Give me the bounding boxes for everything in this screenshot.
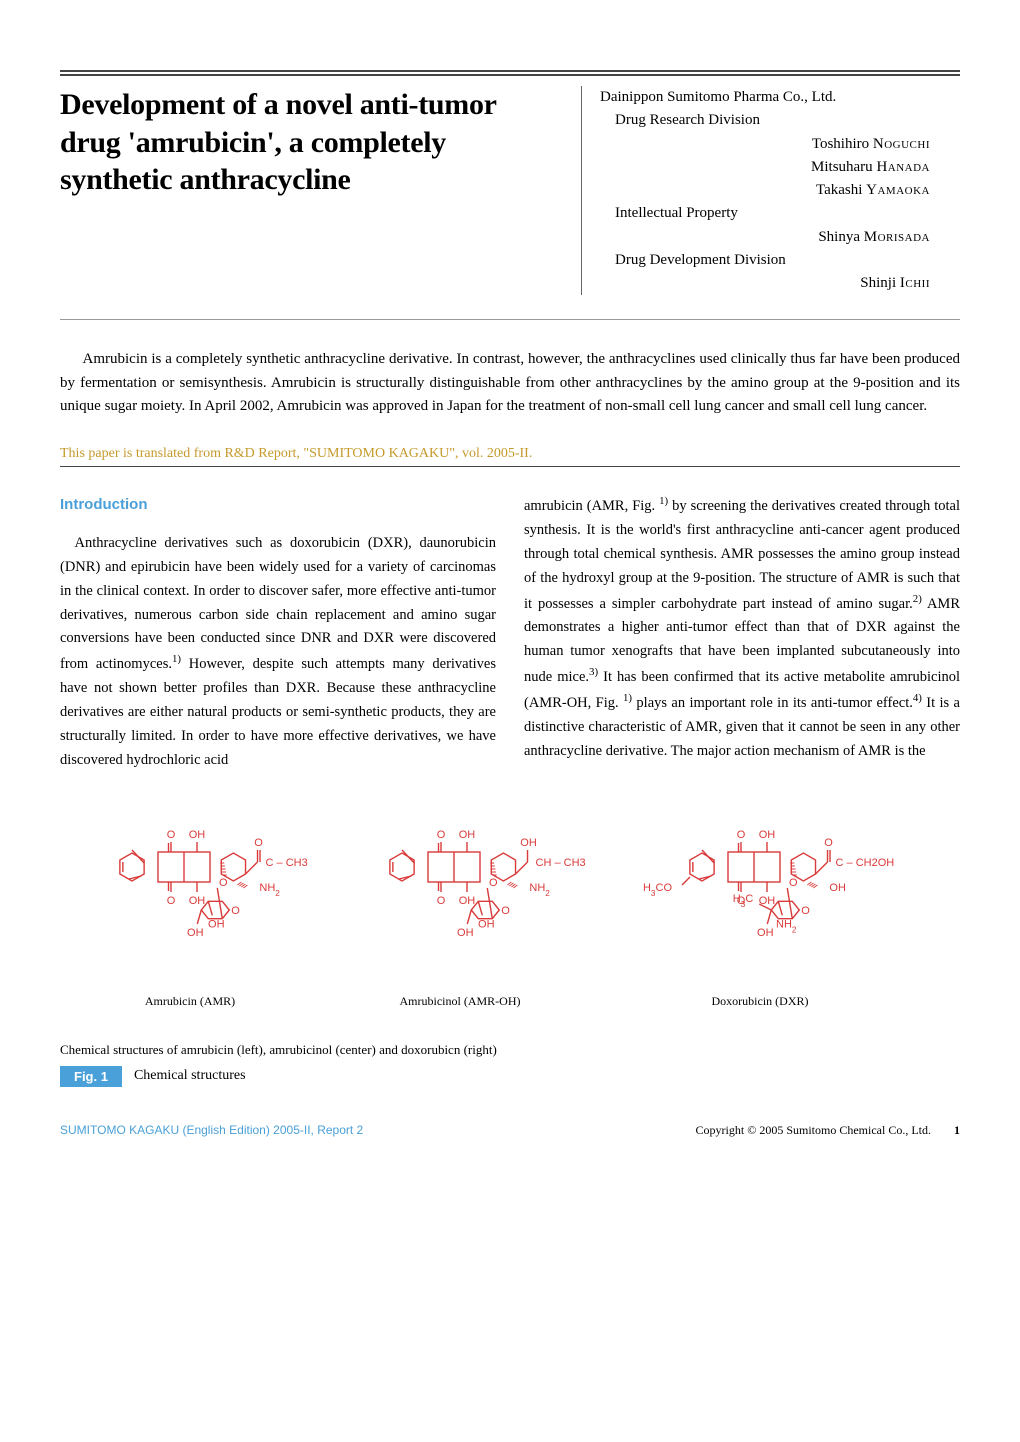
svg-text:OH: OH — [208, 918, 225, 930]
figure-1-caption: Chemical structures — [134, 1068, 246, 1084]
svg-text:OH: OH — [759, 829, 776, 841]
author-given: Shinya — [818, 229, 860, 245]
svg-text:O: O — [501, 905, 510, 917]
svg-text:Amrubicin (AMR): Amrubicin (AMR) — [145, 994, 235, 1008]
svg-text:O: O — [824, 837, 833, 849]
author-given: Shinji — [860, 275, 896, 291]
svg-text:CH – CH3: CH – CH3 — [536, 857, 586, 869]
body-columns: Introduction Anthracycline derivatives s… — [60, 493, 960, 773]
author-surname: Yamaoka — [866, 182, 930, 198]
author-surname: Noguchi — [873, 136, 930, 152]
footer-left: SUMITOMO KAGAKU (English Edition) 2005-I… — [60, 1123, 363, 1138]
author-given: Takashi — [816, 182, 862, 198]
abstract-text: Amrubicin is a completely synthetic anth… — [60, 348, 960, 418]
author-2-0: Shinji Ichii — [600, 272, 960, 295]
column-right: amrubicin (AMR, Fig. 1) by screening the… — [524, 493, 960, 773]
svg-text:O: O — [219, 877, 228, 889]
svg-text:OH: OH — [189, 895, 206, 907]
svg-text:OH: OH — [757, 927, 774, 939]
author-surname: Hanada — [876, 159, 930, 175]
footer-copyright: Copyright © 2005 Sumitomo Chemical Co., … — [696, 1123, 931, 1137]
svg-text:C – CH2OH: C – CH2OH — [836, 857, 895, 869]
figure-1-svg: OOOHOHOC – CH3NH2OOOHOHAmrubicin (AMR)OO… — [60, 797, 960, 1027]
svg-text:O: O — [167, 829, 176, 841]
svg-text:OH: OH — [459, 895, 476, 907]
note-rule — [60, 466, 960, 467]
svg-text:C – CH3: C – CH3 — [266, 857, 308, 869]
author-given: Toshihiro — [812, 136, 869, 152]
dept-1: Intellectual Property — [600, 202, 960, 225]
svg-text:OH: OH — [459, 829, 476, 841]
organization: Dainippon Sumitomo Pharma Co., Ltd. — [600, 86, 960, 109]
header-block: Development of a novel anti-tumor drug '… — [60, 86, 960, 320]
author-surname: Morisada — [864, 229, 930, 245]
svg-text:NH2: NH2 — [259, 882, 280, 898]
page-footer: SUMITOMO KAGAKU (English Edition) 2005-I… — [60, 1123, 960, 1138]
svg-text:O: O — [789, 877, 798, 889]
dept-2: Drug Development Division — [600, 249, 960, 272]
section-heading-introduction: Introduction — [60, 493, 496, 518]
article-title: Development of a novel anti-tumor drug '… — [60, 86, 563, 199]
title-column: Development of a novel anti-tumor drug '… — [60, 86, 582, 295]
author-0-1: Mitsuharu Hanada — [600, 156, 960, 179]
svg-text:NH2: NH2 — [776, 918, 797, 934]
col1-paragraph: Anthracycline derivatives such as doxoru… — [60, 532, 496, 773]
figure-1-subcaption: Chemical structures of amrubicin (left),… — [60, 1042, 960, 1058]
author-surname: Ichii — [900, 275, 930, 291]
svg-text:O: O — [437, 895, 446, 907]
footer-right-wrap: Copyright © 2005 Sumitomo Chemical Co., … — [696, 1123, 960, 1138]
column-left: Introduction Anthracycline derivatives s… — [60, 493, 496, 773]
svg-text:H3CO: H3CO — [643, 882, 672, 898]
translation-note: This paper is translated from R&D Report… — [60, 446, 960, 462]
svg-text:Doxorubicin (DXR): Doxorubicin (DXR) — [712, 994, 809, 1008]
dept-0: Drug Research Division — [600, 109, 960, 132]
svg-text:O: O — [167, 895, 176, 907]
svg-text:NH2: NH2 — [529, 882, 550, 898]
authors-column: Dainippon Sumitomo Pharma Co., Ltd. Drug… — [582, 86, 960, 295]
col2-paragraph: amrubicin (AMR, Fig. 1) by screening the… — [524, 493, 960, 763]
svg-text:OH: OH — [520, 837, 537, 849]
figure-1-label: Fig. 1 — [60, 1066, 122, 1087]
author-1-0: Shinya Morisada — [600, 226, 960, 249]
author-0-2: Takashi Yamaoka — [600, 179, 960, 202]
page-number: 1 — [954, 1123, 960, 1137]
svg-text:O: O — [437, 829, 446, 841]
svg-text:O: O — [801, 905, 810, 917]
author-given: Mitsuharu — [811, 159, 873, 175]
svg-text:OH: OH — [457, 927, 474, 939]
svg-text:OH: OH — [478, 918, 495, 930]
svg-text:OH: OH — [187, 927, 204, 939]
svg-text:O: O — [254, 837, 263, 849]
figure-1-caption-row: Fig. 1 Chemical structures — [60, 1066, 960, 1087]
svg-text:O: O — [231, 905, 240, 917]
svg-text:OH: OH — [189, 829, 206, 841]
svg-text:Amrubicinol (AMR-OH): Amrubicinol (AMR-OH) — [400, 994, 521, 1008]
figure-1: OOOHOHOC – CH3NH2OOOHOHAmrubicin (AMR)OO… — [60, 797, 960, 1087]
svg-text:O: O — [489, 877, 498, 889]
svg-text:OH: OH — [829, 882, 846, 894]
author-0-0: Toshihiro Noguchi — [600, 133, 960, 156]
svg-text:O: O — [737, 829, 746, 841]
header-top-rule — [60, 70, 960, 76]
